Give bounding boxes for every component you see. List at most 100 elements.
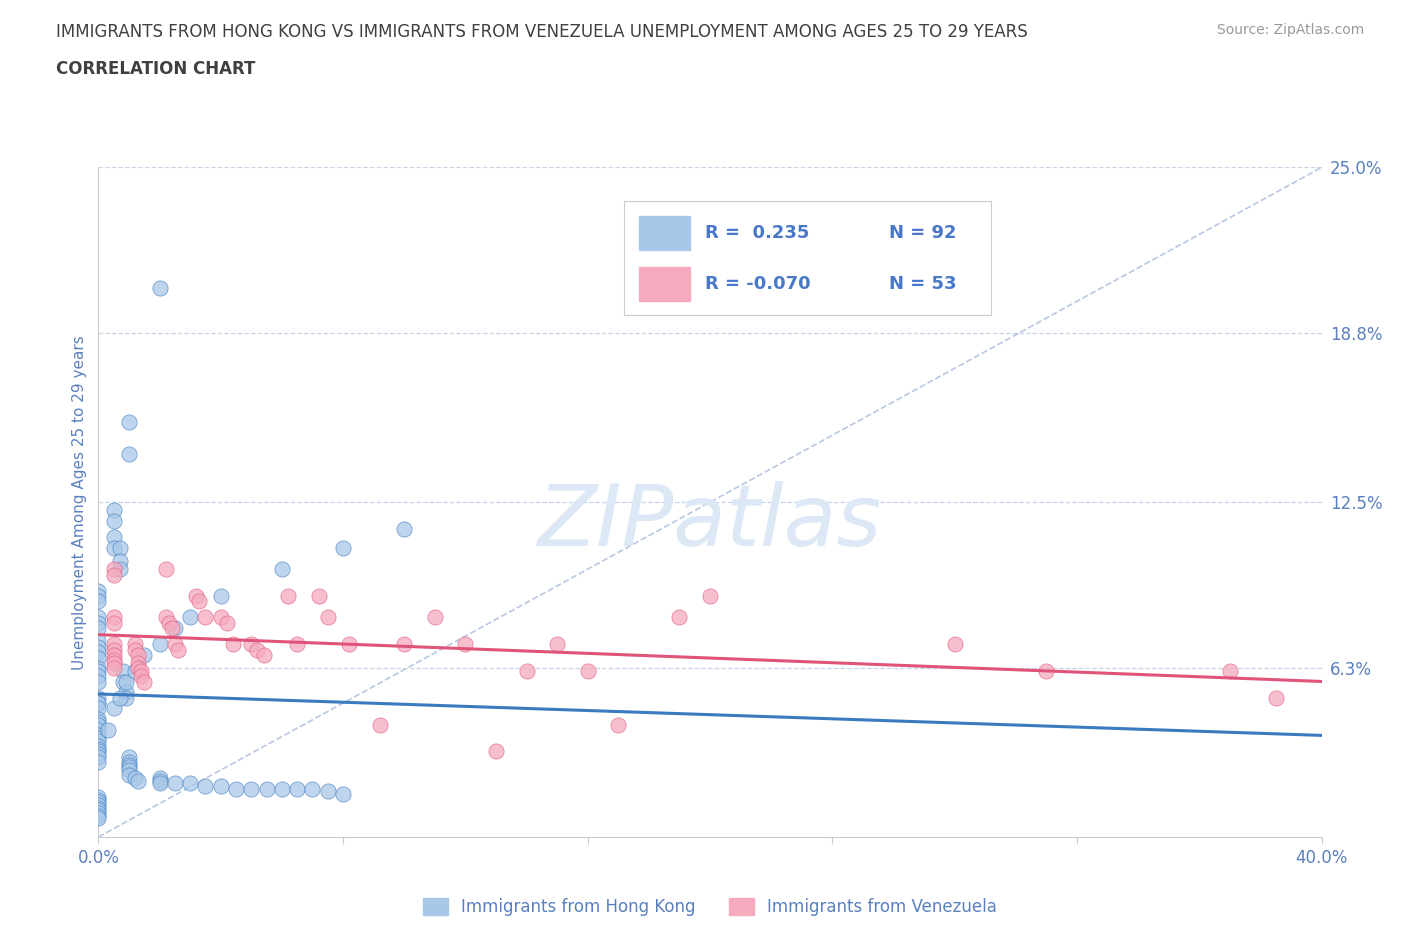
Point — [188, 594, 211, 609]
Point — [87, 750, 110, 764]
Point — [87, 650, 110, 665]
Point — [87, 583, 110, 598]
Point — [118, 754, 141, 769]
Point — [87, 790, 110, 804]
Point — [308, 589, 330, 604]
Point — [240, 781, 263, 796]
Point — [87, 714, 110, 729]
Text: Source: ZipAtlas.com: Source: ZipAtlas.com — [1216, 23, 1364, 37]
Point — [87, 669, 110, 684]
Point — [149, 776, 172, 790]
Point — [87, 730, 110, 745]
Text: R =  0.235: R = 0.235 — [706, 224, 810, 242]
Point — [167, 642, 190, 657]
Point — [332, 787, 354, 802]
FancyBboxPatch shape — [640, 267, 690, 301]
Point — [316, 610, 339, 625]
Point — [103, 540, 125, 555]
Point — [87, 728, 110, 743]
Point — [87, 808, 110, 823]
Point — [607, 717, 630, 732]
Point — [103, 661, 125, 676]
Point — [270, 781, 292, 796]
Point — [103, 610, 125, 625]
Point — [194, 610, 217, 625]
Point — [87, 696, 110, 711]
Point — [97, 723, 120, 737]
Point — [127, 774, 149, 789]
Point — [87, 717, 110, 732]
Point — [87, 738, 110, 753]
Point — [301, 781, 323, 796]
Point — [209, 610, 232, 625]
Point — [149, 774, 172, 789]
Point — [316, 784, 339, 799]
Point — [87, 797, 110, 812]
Point — [103, 513, 125, 528]
Point — [87, 803, 110, 817]
Point — [699, 589, 721, 604]
FancyBboxPatch shape — [640, 216, 690, 250]
Point — [485, 744, 508, 759]
Point — [127, 647, 149, 662]
Point — [103, 653, 125, 668]
Point — [108, 562, 131, 577]
Point — [163, 776, 186, 790]
Point — [155, 610, 177, 625]
Point — [118, 763, 141, 777]
Point — [194, 778, 217, 793]
Point — [149, 771, 172, 786]
Point — [943, 637, 966, 652]
Point — [160, 620, 183, 635]
Point — [103, 529, 125, 544]
Point — [103, 656, 125, 671]
Legend: Immigrants from Hong Kong, Immigrants from Venezuela: Immigrants from Hong Kong, Immigrants fr… — [416, 891, 1004, 923]
Point — [87, 663, 110, 678]
Text: R = -0.070: R = -0.070 — [706, 275, 811, 293]
Point — [87, 711, 110, 726]
Point — [87, 744, 110, 759]
Text: N = 53: N = 53 — [889, 275, 956, 293]
Point — [134, 647, 156, 662]
Point — [118, 750, 141, 764]
Point — [87, 792, 110, 807]
Point — [129, 663, 152, 678]
Point — [222, 637, 245, 652]
Point — [1219, 663, 1241, 678]
Point — [103, 616, 125, 631]
Point — [516, 663, 538, 678]
Point — [87, 616, 110, 631]
Point — [134, 674, 156, 689]
Point — [87, 620, 110, 635]
Point — [246, 642, 269, 657]
Point — [332, 540, 354, 555]
Point — [115, 674, 138, 689]
Point — [285, 781, 308, 796]
Point — [103, 503, 125, 518]
Point — [163, 620, 186, 635]
Y-axis label: Unemployment Among Ages 25 to 29 years: Unemployment Among Ages 25 to 29 years — [72, 335, 87, 670]
Point — [87, 594, 110, 609]
Point — [87, 589, 110, 604]
Point — [186, 589, 208, 604]
Point — [87, 610, 110, 625]
Point — [149, 637, 172, 652]
Point — [252, 647, 274, 662]
Point — [87, 634, 110, 649]
Point — [1264, 690, 1286, 705]
Point — [209, 778, 232, 793]
Text: IMMIGRANTS FROM HONG KONG VS IMMIGRANTS FROM VENEZUELA UNEMPLOYMENT AMONG AGES 2: IMMIGRANTS FROM HONG KONG VS IMMIGRANTS … — [56, 23, 1028, 41]
Point — [179, 776, 201, 790]
Point — [87, 701, 110, 716]
Point — [225, 781, 247, 796]
Point — [256, 781, 278, 796]
Point — [215, 616, 238, 631]
Point — [127, 661, 149, 676]
Point — [124, 663, 146, 678]
Point — [124, 637, 146, 652]
Point — [285, 637, 308, 652]
Point — [337, 637, 360, 652]
Point — [1035, 663, 1057, 678]
Point — [118, 446, 141, 461]
Point — [392, 637, 416, 652]
